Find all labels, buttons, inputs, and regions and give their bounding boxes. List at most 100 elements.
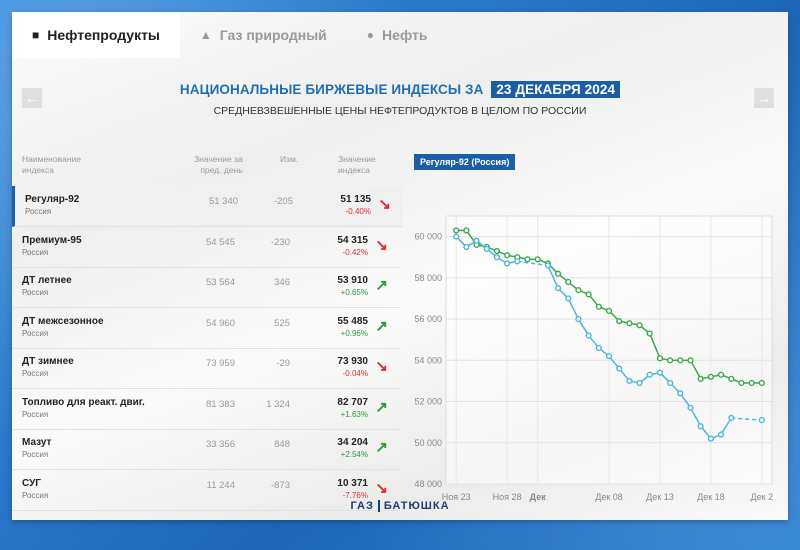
data-point xyxy=(575,315,582,323)
index-value: 34 204 xyxy=(337,437,368,448)
prev-value: 53 564 xyxy=(205,277,235,288)
data-point xyxy=(748,379,755,387)
data-point xyxy=(626,320,633,327)
next-date-button[interactable]: → xyxy=(754,88,774,108)
y-tick-label: 52 000 xyxy=(414,397,442,407)
document-icon: ■ xyxy=(32,28,40,42)
change-value: 525 xyxy=(274,317,290,329)
data-point xyxy=(646,371,653,378)
data-point xyxy=(585,291,592,298)
data-point xyxy=(758,416,765,424)
change-value: 346 xyxy=(274,277,290,288)
data-point xyxy=(453,233,460,240)
index-name: ДТ зимнее xyxy=(22,356,74,367)
change-value: -873 xyxy=(270,479,290,491)
index-name: Регуляр-92 xyxy=(25,194,80,205)
data-point xyxy=(707,373,714,380)
y-tick-label: 48 000 xyxy=(414,479,442,489)
x-tick-label: Ноя 28 xyxy=(493,492,522,502)
table-row[interactable]: СУГ Россия 11 244 -873 10 371 -7.76% ↘ xyxy=(12,470,400,511)
tab-oil-products[interactable]: ■ Нефтепродукты xyxy=(12,12,180,58)
flame-icon: ▲ xyxy=(199,28,212,42)
series-line-segment xyxy=(649,333,661,359)
y-tick-label: 56 000 xyxy=(414,314,442,324)
data-point xyxy=(728,375,735,382)
table-row[interactable]: Мазут Россия 33 356 848 34 204 +2.54% ↗ xyxy=(12,429,400,470)
index-value: 82 707 xyxy=(337,396,368,408)
prev-date-button[interactable]: ← xyxy=(22,88,42,108)
change-value: 848 xyxy=(274,439,290,450)
data-point xyxy=(544,262,551,269)
index-card: ■ Нефтепродукты ▲ Газ природный ● Нефть … xyxy=(12,12,788,520)
data-point xyxy=(656,355,664,362)
index-name: Премиум-95 xyxy=(22,234,82,246)
data-point xyxy=(575,287,582,294)
data-point xyxy=(697,423,704,430)
tab-label: Газ природный xyxy=(219,27,327,43)
index-region: Россия xyxy=(22,450,49,459)
logo-left: ГАЗ xyxy=(350,499,374,512)
data-point xyxy=(687,404,694,411)
data-point xyxy=(595,303,602,310)
data-point xyxy=(453,227,460,234)
index-value: 54 315 xyxy=(337,234,368,246)
change-percent: -7.76% xyxy=(342,490,368,500)
data-point xyxy=(717,371,725,378)
data-point xyxy=(565,295,572,302)
header-chg: Изм. xyxy=(280,154,299,164)
data-point xyxy=(504,260,511,267)
x-tick-label: Дек 2 xyxy=(751,492,774,502)
arrow-up-icon: ↗ xyxy=(375,439,388,456)
change-percent: +0.96% xyxy=(340,328,368,338)
data-point xyxy=(463,227,470,234)
series-line-segment xyxy=(720,417,732,435)
data-point xyxy=(473,237,480,244)
tab-oil[interactable]: ● Нефть xyxy=(347,12,448,58)
data-point xyxy=(605,307,613,314)
table-header: Наименование индекса Значение за пред. д… xyxy=(22,154,400,184)
change-value: 1 324 xyxy=(266,398,290,410)
header-val: Значение индекса xyxy=(338,154,376,175)
index-region: Россия xyxy=(22,328,49,338)
y-tick-label: 54 000 xyxy=(414,355,442,365)
series-line-segment xyxy=(567,298,580,320)
arrow-down-icon: ↘ xyxy=(375,358,388,375)
change-percent: -0.42% xyxy=(342,247,368,257)
index-name: Топливо для реакт. двиг. xyxy=(22,396,145,408)
page-subtitle: СРЕДНЕВЗВЕШЕННЫЕ ЦЕНЫ НЕФТЕПРОДУКТОВ В Ц… xyxy=(213,105,587,117)
data-point xyxy=(504,252,511,259)
table-row[interactable]: Регуляр-92 Россия 51 340 -205 51 135 -0.40% ↘ xyxy=(12,186,403,227)
tab-bar: ■ Нефтепродукты ▲ Газ природный ● Нефть xyxy=(12,12,447,58)
change-percent: +0.65% xyxy=(340,288,368,297)
table-row[interactable]: Топливо для реакт. двиг. Россия 81 383 1 32… xyxy=(12,389,400,430)
data-point xyxy=(483,245,490,253)
data-point xyxy=(616,365,623,372)
data-point xyxy=(493,247,501,255)
index-name: ДТ летнее xyxy=(22,275,72,286)
y-tick-label: 60 000 xyxy=(414,232,442,242)
x-tick-label: Дек 08 xyxy=(595,492,623,502)
data-point xyxy=(554,285,562,292)
price-chart[interactable]: 48 000 50 000 52 000 54 000 56 000 58 000 60 0… xyxy=(402,208,778,508)
data-point xyxy=(646,330,653,337)
prev-value: 54 545 xyxy=(205,236,235,248)
series-line-segment xyxy=(689,359,702,380)
logo-right: БАТЮШКА xyxy=(383,499,450,512)
arrow-left-icon: ← xyxy=(25,90,39,106)
tab-natural-gas[interactable]: ▲ Газ природный xyxy=(180,12,347,58)
data-point xyxy=(667,357,674,364)
data-point xyxy=(707,435,714,442)
table-row[interactable]: Премиум-95 Россия 54 545 -230 54 315 -0.42% ↘ xyxy=(12,227,400,268)
header-name: Наименование индекса xyxy=(22,154,81,175)
data-point xyxy=(554,270,562,277)
arrow-right-icon: → xyxy=(757,90,771,106)
data-point xyxy=(534,256,541,263)
page-title-text: НАЦИОНАЛЬНЫЕ БИРЖЕВЫЕ ИНДЕКСЫ ЗА xyxy=(179,82,484,97)
table-row[interactable]: ДТ межсезонное Россия 54 960 525 55 485 +0.96… xyxy=(12,308,400,349)
table-row[interactable]: ДТ зимнее Россия 73 959 -29 73 930 -0.04% ↘ xyxy=(12,348,400,389)
change-value: -29 xyxy=(276,358,290,369)
table-row[interactable]: ДТ летнее Россия 53 564 346 53 910 +0.65% ↗ xyxy=(12,267,400,308)
data-point xyxy=(667,379,674,387)
data-point xyxy=(758,379,765,387)
index-region: Россия xyxy=(25,207,52,216)
